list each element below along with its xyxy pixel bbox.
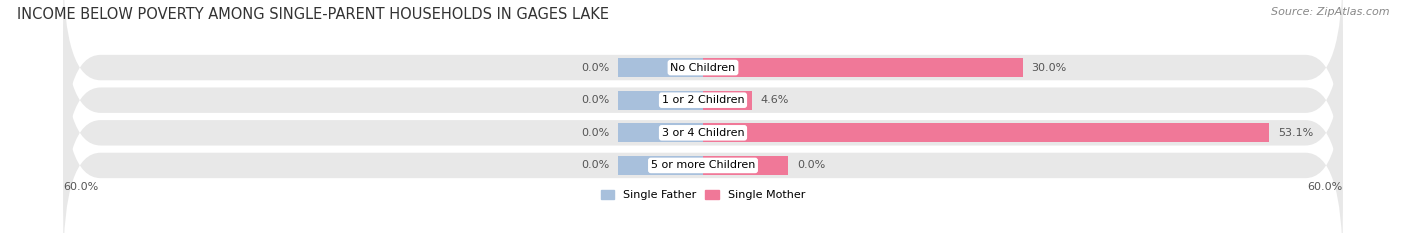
Bar	[703, 91, 752, 110]
Text: 3 or 4 Children: 3 or 4 Children	[662, 128, 744, 138]
FancyBboxPatch shape	[63, 31, 1343, 233]
Text: 4.6%: 4.6%	[761, 95, 789, 105]
Bar	[617, 58, 703, 77]
Text: 0.0%: 0.0%	[581, 161, 609, 170]
Bar	[703, 156, 789, 175]
Text: 0.0%: 0.0%	[581, 63, 609, 72]
FancyBboxPatch shape	[63, 0, 1343, 202]
Bar	[617, 156, 703, 175]
FancyBboxPatch shape	[63, 0, 1343, 169]
Text: 0.0%: 0.0%	[581, 95, 609, 105]
Text: 53.1%: 53.1%	[1278, 128, 1313, 138]
Text: 0.0%: 0.0%	[797, 161, 825, 170]
Text: No Children: No Children	[671, 63, 735, 72]
Text: 0.0%: 0.0%	[581, 128, 609, 138]
Legend: Single Father, Single Mother: Single Father, Single Mother	[596, 185, 810, 205]
Text: 60.0%: 60.0%	[63, 182, 98, 192]
Text: Source: ZipAtlas.com: Source: ZipAtlas.com	[1271, 7, 1389, 17]
Text: 1 or 2 Children: 1 or 2 Children	[662, 95, 744, 105]
Bar	[703, 58, 1024, 77]
Text: INCOME BELOW POVERTY AMONG SINGLE-PARENT HOUSEHOLDS IN GAGES LAKE: INCOME BELOW POVERTY AMONG SINGLE-PARENT…	[17, 7, 609, 22]
FancyBboxPatch shape	[63, 64, 1343, 233]
Text: 60.0%: 60.0%	[1308, 182, 1343, 192]
Text: 5 or more Children: 5 or more Children	[651, 161, 755, 170]
Bar	[617, 123, 703, 142]
Text: 30.0%: 30.0%	[1032, 63, 1067, 72]
Bar	[617, 91, 703, 110]
Bar	[703, 123, 1270, 142]
